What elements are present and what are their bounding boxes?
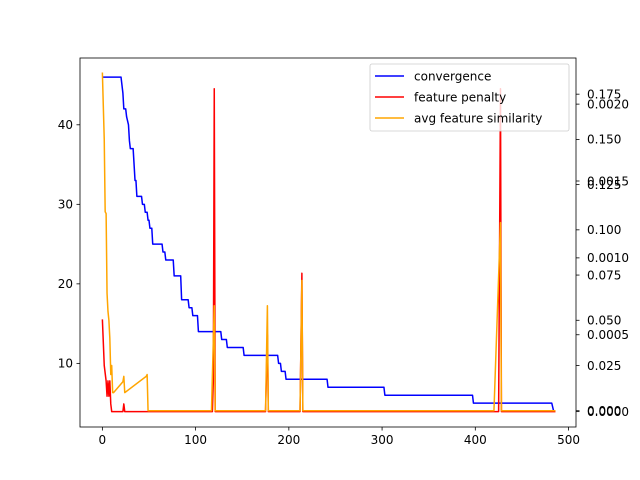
right-y-axis-penalty: 0.0000 0.0005 0.0010 0.0015 0.0020 <box>576 97 629 419</box>
right-y1-tick-label: 0.075 <box>587 268 621 282</box>
x-tick-label: 500 <box>557 433 580 447</box>
series-layer <box>101 72 556 413</box>
legend-label: avg feature similarity <box>414 111 542 125</box>
left-y-tick-label: 10 <box>58 357 73 371</box>
right-y1-tick-label: 0.175 <box>587 87 621 101</box>
right-y-axis-similarity: 0.000 0.025 0.050 0.075 0.100 0.125 0.150 0.175 <box>576 87 621 418</box>
x-axis: 0 100 200 300 400 500 <box>99 427 580 447</box>
right-y2-tick-label: 0.0015 <box>587 174 629 188</box>
right-y1-tick-label: 0.000 <box>587 404 621 418</box>
right-y2-tick-label: 0.0010 <box>587 251 629 265</box>
right-y1-tick-label: 0.025 <box>587 359 621 373</box>
series-line-convergence <box>102 76 556 412</box>
x-tick-label: 200 <box>277 433 300 447</box>
x-tick-label: 300 <box>371 433 394 447</box>
legend-box <box>369 63 570 132</box>
right-y1-tick-label: 0.050 <box>587 314 621 328</box>
legend-label: feature penalty <box>414 90 506 104</box>
right-y2-tick-label: 0.0020 <box>587 97 629 111</box>
right-y2-tick-label: 0.0000 <box>587 405 629 419</box>
right-y2-tick-label: 0.0005 <box>587 328 629 342</box>
x-tick-label: 0 <box>99 433 107 447</box>
left-y-tick-label: 20 <box>58 277 73 291</box>
series-line-avg-feature-similarity <box>101 72 556 412</box>
right-y1-tick-label: 0.100 <box>587 223 621 237</box>
legend-label: convergence <box>414 69 491 83</box>
left-y-tick-label: 30 <box>58 198 73 212</box>
x-tick-label: 400 <box>464 433 487 447</box>
plot-frame <box>79 57 577 428</box>
left-y-axis: 10 20 30 40 <box>58 118 80 371</box>
x-tick-label: 100 <box>184 433 207 447</box>
left-y-tick-label: 40 <box>58 118 73 132</box>
right-y1-tick-label: 0.150 <box>587 133 621 147</box>
legend: convergence feature penalty avg feature si… <box>369 63 570 132</box>
right-y1-tick-label: 0.125 <box>587 178 621 192</box>
